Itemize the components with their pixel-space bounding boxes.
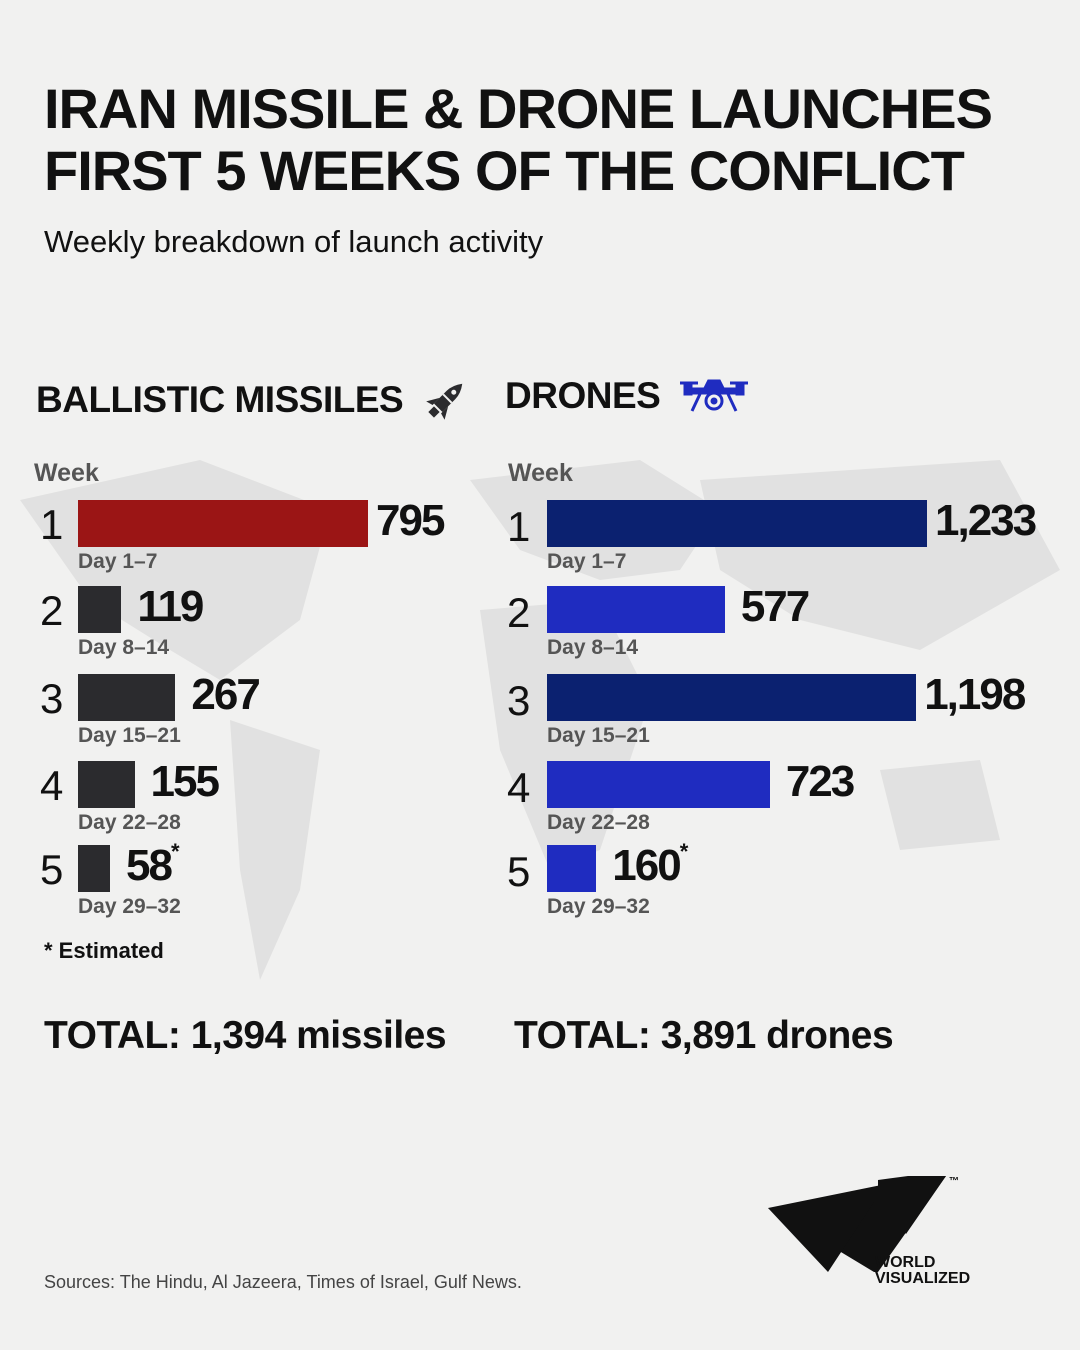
bar (78, 586, 122, 633)
value-text: 1,198 (924, 670, 1026, 719)
world-map-background (20, 460, 1060, 980)
value-label: 267 (191, 670, 260, 720)
bar (78, 761, 135, 808)
value-text: 160 (612, 841, 681, 890)
day-range-label: Day 29–32 (547, 895, 650, 918)
value-text: 58 (126, 841, 173, 890)
value-text: 577 (740, 582, 810, 631)
week-number: 1 (40, 501, 64, 548)
value-text: 267 (191, 670, 260, 719)
missiles-heading: BALLISTIC MISSILES (36, 379, 404, 420)
bar-row: 2 119 Day 8–14 (36, 582, 476, 676)
bar (547, 586, 725, 633)
value-text: 1,233 (935, 496, 1037, 545)
bar-row: 5 160* Day 29–32 (505, 839, 1065, 935)
day-range-label: Day 22–28 (547, 811, 650, 834)
chart-title: IRAN MISSILE & DRONE LAUNCHES FIRST 5 WE… (44, 77, 993, 202)
day-range-label: Day 1–7 (547, 550, 627, 573)
value-label: 577 (740, 582, 810, 632)
bar (547, 845, 597, 892)
value-text: 119 (137, 582, 204, 631)
day-range-label: Day 8–14 (547, 636, 639, 659)
day-range-label: Day 15–21 (78, 724, 181, 747)
bar-row: 1 1,233 Day 1–7 (505, 496, 1065, 590)
value-label: 1,198 (924, 670, 1026, 720)
bar (547, 500, 927, 547)
week-number: 5 (40, 846, 64, 893)
bar (78, 500, 368, 547)
bar (547, 761, 770, 808)
day-range-label: Day 15–21 (547, 724, 650, 747)
logo-text: WORLD VISUALIZED (875, 1255, 970, 1287)
week-number: 3 (507, 677, 531, 724)
bar-row: 5 58* Day 29–32 (36, 839, 476, 935)
value-label: 723 (785, 757, 855, 807)
logo-text-line: VISUALIZED (875, 1270, 971, 1287)
day-range-label: Day 8–14 (78, 636, 170, 659)
value-label: 155 (150, 757, 220, 807)
svg-text:™: ™ (949, 1176, 959, 1187)
sources: Sources: The Hindu, Al Jazeera, Times of… (44, 1272, 522, 1292)
title-line-2: FIRST 5 WEEKS OF THE CONFLICT (44, 139, 965, 202)
value-text: 795 (376, 496, 445, 545)
bar (547, 674, 917, 721)
chart-subtitle: Weekly breakdown of launch activity (44, 224, 544, 259)
bar-row: 4 155 Day 22–28 (36, 757, 476, 851)
drones-heading: DRONES (505, 375, 661, 416)
week-number: 4 (507, 764, 531, 811)
week-number: 5 (507, 848, 531, 895)
title-line-1: IRAN MISSILE & DRONE LAUNCHES (44, 77, 993, 140)
bar-row: 3 267 Day 15–21 (36, 670, 476, 764)
drones-total: TOTAL: 3,891 drones (514, 1014, 894, 1057)
value-label: 795 (376, 496, 445, 546)
logo-text-line: WORLD (875, 1254, 936, 1271)
week-number: 1 (507, 503, 531, 550)
day-range-label: Day 22–28 (78, 811, 181, 834)
week-number: 2 (507, 589, 531, 636)
value-label: 160* (612, 839, 688, 891)
bar-row: 1 795 Day 1–7 (36, 496, 476, 590)
drone-icon (680, 379, 749, 412)
missile-icon (426, 383, 463, 420)
bar-row: 4 723 Day 22–28 (505, 757, 1065, 851)
value-label: 58* (126, 839, 179, 891)
week-number: 2 (40, 587, 64, 634)
day-range-label: Day 29–32 (78, 895, 181, 918)
week-axis-label: Week (34, 459, 99, 487)
value-label: 119 (137, 582, 204, 632)
week-number: 4 (40, 762, 64, 809)
bar-row: 2 577 Day 8–14 (505, 582, 1065, 676)
day-range-label: Day 1–7 (78, 550, 158, 573)
missiles-total: TOTAL: 1,394 missiles (44, 1014, 447, 1057)
estimated-note: * Estimated (44, 938, 164, 963)
week-axis-label: Week (508, 459, 573, 487)
estimate-asterisk: * (679, 839, 688, 864)
value-label: 1,233 (935, 496, 1037, 546)
week-number: 3 (40, 675, 64, 722)
world-visualized-logo: ™ (768, 1176, 959, 1272)
bar (78, 845, 110, 892)
bar (78, 674, 176, 721)
estimate-asterisk: * (170, 839, 179, 864)
drones-panel: DRONES Week 1 1,233 Day 1–7 2 577 Day 8–1… (505, 375, 1065, 918)
value-text: 155 (150, 757, 220, 806)
value-text: 723 (785, 757, 855, 806)
missiles-panel: BALLISTIC MISSILES Week 1 795 Day 1–7 2 1… (34, 375, 476, 918)
bar-row: 3 1,198 Day 15–21 (505, 670, 1065, 764)
